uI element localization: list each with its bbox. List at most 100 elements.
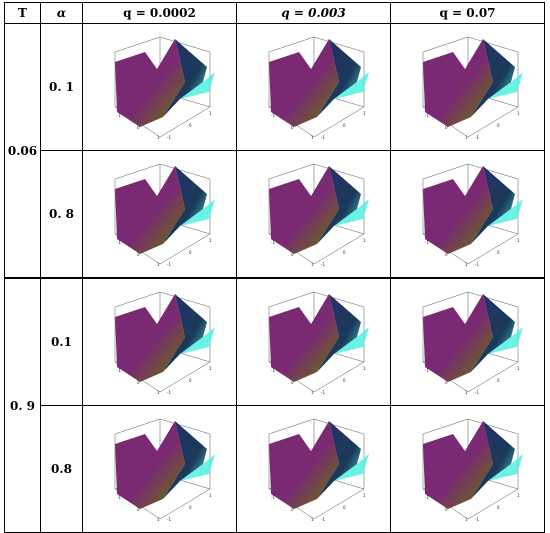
x-tick-label: 0 xyxy=(137,125,140,130)
surface-plot-cell: -1 0 1 -1 0 1 xyxy=(82,23,237,151)
surface-plot: -1 0 1 -1 0 1 xyxy=(268,291,369,395)
surface-plot-cell: -1 0 1 -1 0 1 xyxy=(82,150,237,279)
surface-right xyxy=(470,39,515,117)
y-tick-label: -1 xyxy=(475,390,479,395)
x-tick-label: 1 xyxy=(157,135,160,140)
y-tick-label: -1 xyxy=(475,262,479,267)
x-tick-label: 0 xyxy=(291,252,294,257)
y-tick-label: -1 xyxy=(475,135,479,140)
x-tick-label: 1 xyxy=(311,390,314,395)
x-tick-label: 1 xyxy=(157,262,160,267)
surface-plot: -1 0 1 -1 0 1 xyxy=(114,418,215,522)
y-tick-label: 1 xyxy=(517,238,520,243)
x-tick-label: 0 xyxy=(445,507,448,512)
y-tick-label: -1 xyxy=(321,517,325,522)
surface-plot: -1 0 1 -1 0 1 xyxy=(422,418,523,522)
surface-wing xyxy=(487,72,523,99)
x-tick-label: 1 xyxy=(465,390,468,395)
x-tick-label: -1 xyxy=(117,495,121,500)
y-tick-label: 0 xyxy=(189,250,192,255)
surface-wing xyxy=(179,327,215,354)
surface-right xyxy=(316,294,361,372)
x-tick-label: -1 xyxy=(271,240,275,245)
surface-right xyxy=(162,294,207,372)
x-tick-label: 1 xyxy=(311,517,314,522)
surface-plot-cell: -1 0 1 -1 0 1 xyxy=(82,405,237,533)
x-tick-label: 0 xyxy=(137,507,140,512)
x-tick-label: 1 xyxy=(465,517,468,522)
surface-right xyxy=(162,39,207,117)
x-tick-label: -1 xyxy=(271,495,275,500)
x-tick-label: 1 xyxy=(311,135,314,140)
surface-plot: -1 0 1 -1 0 1 xyxy=(422,36,523,140)
y-tick-label: 0 xyxy=(189,505,192,510)
surface-plot: -1 0 1 -1 0 1 xyxy=(422,163,523,267)
surface-plot: -1 0 1 -1 0 1 xyxy=(114,291,215,395)
y-tick-label: 1 xyxy=(363,493,366,498)
x-tick-label: 0 xyxy=(137,252,140,257)
x-tick-label: -1 xyxy=(117,240,121,245)
y-tick-label: 1 xyxy=(363,238,366,243)
header-q1: q = 0.0002 xyxy=(82,2,237,24)
t-value-cell: 0.06 xyxy=(4,23,41,279)
header-q2: q = 0.003 xyxy=(236,2,391,24)
surface-plot: -1 0 1 -1 0 1 xyxy=(268,418,369,522)
x-tick-label: 0 xyxy=(137,380,140,385)
surface-plot-cell: -1 0 1 -1 0 1 xyxy=(82,277,237,406)
x-tick-label: -1 xyxy=(117,113,121,118)
y-tick-label: -1 xyxy=(167,517,171,522)
results-table: T α q = 0.0002 q = 0.003 q = 0.07 0.06 0… xyxy=(4,2,545,533)
x-tick-label: -1 xyxy=(425,113,429,118)
x-tick-label: 1 xyxy=(157,390,160,395)
y-tick-label: -1 xyxy=(475,517,479,522)
x-tick-label: 1 xyxy=(311,262,314,267)
header-alpha: α xyxy=(40,2,83,24)
x-tick-label: -1 xyxy=(425,495,429,500)
y-tick-label: -1 xyxy=(321,262,325,267)
x-tick-label: -1 xyxy=(271,113,275,118)
surface-left xyxy=(114,421,185,509)
y-tick-label: 1 xyxy=(209,493,212,498)
surface-wing xyxy=(333,327,369,354)
alpha-value-cell: 0. 1 xyxy=(40,23,83,151)
x-tick-label: -1 xyxy=(425,240,429,245)
surface-plot-cell: -1 0 1 -1 0 1 xyxy=(236,150,391,279)
y-tick-label: 1 xyxy=(209,366,212,371)
y-tick-label: 1 xyxy=(363,366,366,371)
surface-plot-cell: -1 0 1 -1 0 1 xyxy=(236,405,391,533)
surface-wing xyxy=(333,199,369,226)
y-tick-label: -1 xyxy=(321,390,325,395)
x-tick-label: 1 xyxy=(465,135,468,140)
y-tick-label: 0 xyxy=(497,378,500,383)
surface-wing xyxy=(487,199,523,226)
y-tick-label: 0 xyxy=(497,505,500,510)
x-tick-label: -1 xyxy=(117,368,121,373)
x-tick-label: 0 xyxy=(445,380,448,385)
surface-right xyxy=(316,39,361,117)
surface-wing xyxy=(333,454,369,481)
x-tick-label: 1 xyxy=(465,262,468,267)
y-tick-label: 0 xyxy=(343,378,346,383)
y-tick-label: 0 xyxy=(343,505,346,510)
y-tick-label: 1 xyxy=(517,366,520,371)
x-tick-label: 0 xyxy=(291,380,294,385)
y-tick-label: 0 xyxy=(497,123,500,128)
surface-wing xyxy=(179,199,215,226)
header-q3: q = 0.07 xyxy=(390,2,545,24)
x-tick-label: -1 xyxy=(425,368,429,373)
surface-left xyxy=(114,294,185,382)
surface-left xyxy=(114,39,185,127)
table-row: 0. 9 0.1 -1 0 1 -1 0 1 -1 0 1 -1 0 1 -1 0 1 -1 0 1 xyxy=(4,277,545,533)
surface-left xyxy=(268,39,339,127)
header-t: T xyxy=(4,2,41,24)
surface-plot-cell: -1 0 1 -1 0 1 xyxy=(390,23,545,151)
surface-left xyxy=(422,39,493,127)
alpha-value-cell: 0.1 xyxy=(40,277,83,406)
header-row: T α q = 0.0002 q = 0.003 q = 0.07 xyxy=(4,2,545,24)
surface-right xyxy=(162,166,207,244)
y-tick-label: 1 xyxy=(517,111,520,116)
y-tick-label: 0 xyxy=(343,123,346,128)
surface-right xyxy=(316,421,361,499)
surface-left xyxy=(268,421,339,509)
surface-plot: -1 0 1 -1 0 1 xyxy=(268,163,369,267)
